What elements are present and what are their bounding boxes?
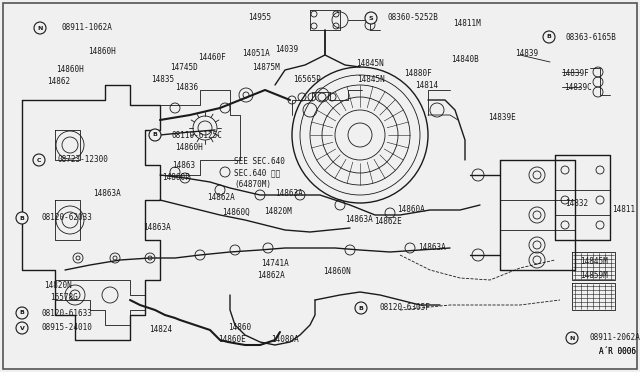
Text: 14820N: 14820N [44,280,72,289]
Text: 14811: 14811 [612,205,635,214]
Circle shape [16,307,28,319]
Text: N: N [37,26,43,31]
Text: 16565P: 16565P [293,74,321,83]
Text: S: S [369,16,373,20]
Text: 14860H: 14860H [88,48,116,57]
Text: 14860H: 14860H [175,144,203,153]
Text: 14875M: 14875M [252,62,280,71]
Text: 14832: 14832 [565,199,588,208]
Text: A´R 0006: A´R 0006 [599,346,636,356]
Text: 08360-5252B: 08360-5252B [388,13,439,22]
Text: B: B [20,215,24,221]
Text: 08120-61633: 08120-61633 [42,308,93,317]
Text: 14862: 14862 [47,77,70,87]
Text: 14836: 14836 [175,83,198,92]
Circle shape [365,12,377,24]
Text: 08911-2062A: 08911-2062A [590,334,640,343]
Text: 08110-6125C: 08110-6125C [172,131,223,140]
Circle shape [16,322,28,334]
Text: B: B [152,132,157,138]
Text: 14880F: 14880F [404,70,432,78]
Text: 14845N: 14845N [356,58,384,67]
Text: 14835: 14835 [151,74,174,83]
Circle shape [543,31,555,43]
Text: 14080A: 14080A [271,336,299,344]
Text: 08120-62033: 08120-62033 [42,214,93,222]
Text: B: B [358,305,364,311]
Text: 16578G: 16578G [50,294,77,302]
Text: 14860P: 14860P [162,173,189,183]
Text: 14814: 14814 [415,80,438,90]
Text: 14863: 14863 [172,160,195,170]
Text: 08120-6305F: 08120-6305F [380,304,431,312]
Text: 14860: 14860 [228,323,251,331]
Text: 14460F: 14460F [198,52,226,61]
Text: 14039: 14039 [275,45,298,55]
Text: SEE SEC.640: SEE SEC.640 [234,157,285,167]
Text: 14820M: 14820M [264,208,292,217]
Text: (64870M): (64870M) [234,180,271,189]
Text: 14839C: 14839C [564,83,592,92]
Text: A´R 0006: A´R 0006 [599,346,636,356]
Circle shape [34,22,46,34]
Text: 14051A: 14051A [242,48,269,58]
Circle shape [16,212,28,224]
Text: 08915-24010: 08915-24010 [42,324,93,333]
Circle shape [149,129,161,141]
Text: 14862A: 14862A [257,270,285,279]
Text: 14860H: 14860H [56,64,84,74]
Circle shape [355,302,367,314]
Text: 14863A: 14863A [93,189,121,198]
Text: 14859M: 14859M [580,272,608,280]
Text: B: B [547,35,552,39]
Text: 14811M: 14811M [453,19,481,28]
Text: V: V [20,326,24,330]
Text: 14845M: 14845M [580,257,608,266]
Text: B: B [20,311,24,315]
Text: 14863A: 14863A [275,189,303,198]
Text: 14955: 14955 [248,13,271,22]
Text: N: N [570,336,575,340]
Text: 08363-6165B: 08363-6165B [566,32,617,42]
Text: 14863A: 14863A [143,224,171,232]
Text: 14863A: 14863A [345,215,372,224]
Text: 14824: 14824 [149,324,172,334]
Circle shape [566,332,578,344]
Text: 14839F: 14839F [561,68,589,77]
Text: 14862A: 14862A [207,193,235,202]
Text: 14741A: 14741A [261,259,289,267]
Text: 08723-12300: 08723-12300 [58,155,109,164]
Text: 14745D: 14745D [170,62,198,71]
Text: 08911-1062A: 08911-1062A [62,23,113,32]
Text: 14860N: 14860N [323,266,351,276]
Text: 14862E: 14862E [374,218,402,227]
Text: 14839E: 14839E [488,113,516,122]
Text: 14860Q: 14860Q [222,208,250,217]
Text: SEC.640 参照: SEC.640 参照 [234,169,280,177]
Text: 14840B: 14840B [451,55,479,64]
Circle shape [33,154,45,166]
Text: C: C [36,157,41,163]
Text: 14863A: 14863A [418,243,445,251]
Text: 14860E: 14860E [218,336,246,344]
Text: 14845N: 14845N [357,76,385,84]
Text: 14839: 14839 [515,48,538,58]
Text: 14860A: 14860A [397,205,425,215]
